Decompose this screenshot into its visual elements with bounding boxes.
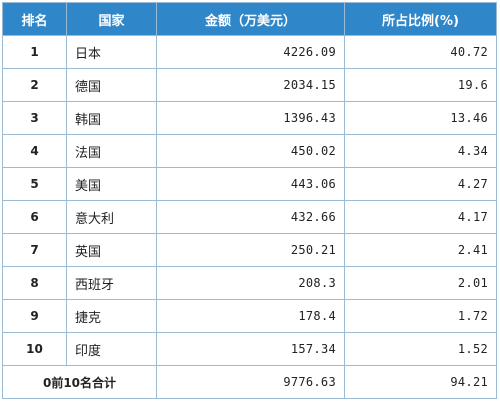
country-cell: 韩国 (66, 101, 157, 135)
amount-cell: 178.4 (156, 299, 345, 333)
ranking-table-container: 排名 国家 金额（万美元） 所占比例(%) 1 日本 4226.09 40.72… (2, 2, 497, 399)
table-row: 5 美国 443.06 4.27 (2, 167, 497, 201)
amount-cell: 1396.43 (156, 101, 345, 135)
rank-cell: 5 (2, 167, 67, 201)
country-cell: 德国 (66, 68, 157, 102)
total-label: 0前10名合计 (2, 365, 157, 399)
header-share: 所占比例(%) (344, 2, 497, 36)
amount-cell: 2034.15 (156, 68, 345, 102)
share-cell: 4.17 (344, 200, 497, 234)
share-cell: 2.01 (344, 266, 497, 300)
rank-cell: 3 (2, 101, 67, 135)
country-cell: 法国 (66, 134, 157, 168)
share-cell: 13.46 (344, 101, 497, 135)
amount-cell: 450.02 (156, 134, 345, 168)
country-cell: 西班牙 (66, 266, 157, 300)
table-row: 6 意大利 432.66 4.17 (2, 200, 497, 234)
rank-cell: 2 (2, 68, 67, 102)
amount-cell: 432.66 (156, 200, 345, 234)
table-header-row: 排名 国家 金额（万美元） 所占比例(%) (2, 2, 497, 36)
total-amount: 9776.63 (156, 365, 345, 399)
share-cell: 4.34 (344, 134, 497, 168)
rank-cell: 1 (2, 35, 67, 69)
share-cell: 2.41 (344, 233, 497, 267)
rank-cell: 6 (2, 200, 67, 234)
share-cell: 1.72 (344, 299, 497, 333)
country-cell: 英国 (66, 233, 157, 267)
header-rank: 排名 (2, 2, 67, 36)
country-cell: 捷克 (66, 299, 157, 333)
country-cell: 美国 (66, 167, 157, 201)
rank-cell: 4 (2, 134, 67, 168)
country-cell: 印度 (66, 332, 157, 366)
table-row: 1 日本 4226.09 40.72 (2, 35, 497, 69)
rank-cell: 8 (2, 266, 67, 300)
rank-cell: 7 (2, 233, 67, 267)
share-cell: 40.72 (344, 35, 497, 69)
table-row: 10 印度 157.34 1.52 (2, 332, 497, 366)
amount-cell: 157.34 (156, 332, 345, 366)
country-cell: 日本 (66, 35, 157, 69)
import-ranking-table: 排名 国家 金额（万美元） 所占比例(%) 1 日本 4226.09 40.72… (2, 2, 497, 399)
share-cell: 4.27 (344, 167, 497, 201)
share-cell: 19.6 (344, 68, 497, 102)
country-cell: 意大利 (66, 200, 157, 234)
table-row: 2 德国 2034.15 19.6 (2, 68, 497, 102)
share-cell: 1.52 (344, 332, 497, 366)
table-row: 9 捷克 178.4 1.72 (2, 299, 497, 333)
table-row: 3 韩国 1396.43 13.46 (2, 101, 497, 135)
table-row: 4 法国 450.02 4.34 (2, 134, 497, 168)
total-share: 94.21 (344, 365, 497, 399)
table-row: 7 英国 250.21 2.41 (2, 233, 497, 267)
rank-cell: 10 (2, 332, 67, 366)
header-amount: 金额（万美元） (156, 2, 345, 36)
header-country: 国家 (66, 2, 157, 36)
amount-cell: 4226.09 (156, 35, 345, 69)
amount-cell: 250.21 (156, 233, 345, 267)
total-row: 0前10名合计 9776.63 94.21 (2, 365, 497, 399)
table-row: 8 西班牙 208.3 2.01 (2, 266, 497, 300)
amount-cell: 443.06 (156, 167, 345, 201)
amount-cell: 208.3 (156, 266, 345, 300)
rank-cell: 9 (2, 299, 67, 333)
